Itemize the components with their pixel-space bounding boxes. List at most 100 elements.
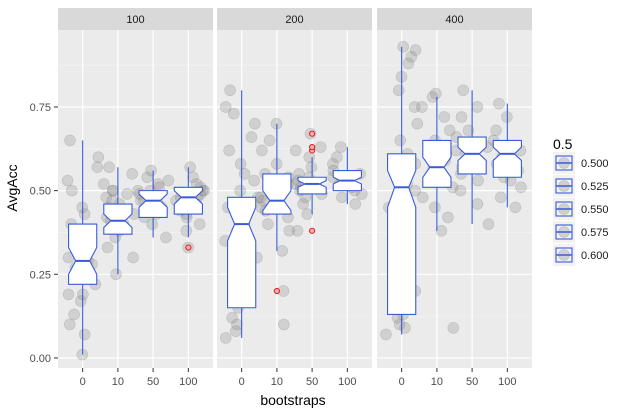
data-point [219,332,232,344]
notched-box [297,176,327,195]
data-point [515,181,527,194]
x-axis-title: bootstraps [260,392,325,408]
y-tick-label: 0.50 [30,186,51,198]
data-point [297,198,309,210]
data-point [180,224,193,237]
data-point [442,211,454,224]
data-point [301,208,314,220]
data-point [145,164,157,177]
data-point [127,251,139,264]
legend-entry: 0.500 [553,152,609,174]
data-point [283,224,296,237]
data-point [187,171,199,184]
legend-entry: 0.575 [553,221,609,243]
data-point [416,101,428,113]
data-point [223,144,235,157]
data-point [100,191,113,204]
data-point [234,184,246,197]
data-point [397,40,409,53]
notched-box [457,136,487,175]
data-point [126,168,138,180]
data-point [107,184,119,197]
data-point [146,218,158,230]
data-point [393,84,405,97]
data-point [278,318,290,331]
facet-strip [377,8,532,30]
outlier-point [309,130,316,137]
facet-panel-100: 100 0 10 50 100 [58,8,213,388]
data-point [63,318,76,331]
data-point [443,124,456,137]
data-point [257,194,269,207]
data-point [349,198,362,210]
notched-box [387,153,417,316]
x-tick-label: 0 [239,376,245,388]
data-point [493,97,505,110]
data-point [160,231,172,244]
data-point [429,87,442,100]
notched-box [262,173,292,215]
y-axis-title: AvgAcc [4,164,20,211]
data-point [408,101,421,113]
x-tick-label: 100 [179,376,197,388]
legend: 0.5 0.500 0.525 0.550 0.575 0.600 [553,136,609,266]
x-tick-label: 100 [338,376,356,388]
boxplot-100-50 [138,170,168,238]
data-point [405,50,418,63]
data-point [402,57,415,70]
data-point [226,312,238,324]
data-point [256,144,268,157]
data-point [101,241,114,254]
data-point [193,218,206,230]
data-point [227,107,240,120]
data-point [98,178,110,190]
data-point [336,191,348,204]
data-point [249,117,261,130]
data-point [495,191,507,204]
data-point [472,174,484,187]
x-tick-label: 0 [80,376,86,388]
data-point [262,218,274,230]
notched-box [68,223,98,285]
facet-strip [58,8,213,30]
boxplot-400-10 [422,96,452,231]
outlier-point [309,227,316,234]
boxplot-200-0 [227,90,257,338]
facet-panel-400: 400 0 10 50 100 [377,8,532,388]
y-tick-label: 0.00 [30,353,51,365]
outlier-point [185,244,192,251]
notched-box [138,190,168,218]
data-point [429,201,441,214]
legend-entry: 0.600 [553,244,609,266]
data-point [490,124,502,137]
boxplot-100-0 [68,140,98,355]
boxplot-100-10 [103,167,133,275]
data-point [238,168,251,180]
legend-entry: 0.550 [553,198,609,220]
boxplot-400-0 [387,46,417,335]
data-point [447,322,460,334]
data-point [426,91,439,103]
data-point [393,318,406,331]
data-point [409,44,422,56]
data-point [291,224,304,237]
data-point [435,224,448,237]
legend-entry-label: 0.600 [581,250,609,262]
facet-strip-label: 100 [126,14,144,26]
data-point [454,184,467,197]
data-point [471,198,484,210]
data-point [61,174,74,187]
facet-strip-label: 400 [445,14,463,26]
data-point [231,318,243,331]
legend-entry: 0.525 [553,175,609,197]
boxplot-200-50 [297,130,327,234]
data-point [457,84,469,97]
data-point [219,101,232,113]
data-point [411,117,424,130]
boxplot-100-100 [173,167,203,251]
facet-panel-200: 200 0 10 50 100 [217,8,372,388]
data-point [64,134,76,147]
data-point [78,208,91,220]
boxplot-200-100 [332,147,362,205]
